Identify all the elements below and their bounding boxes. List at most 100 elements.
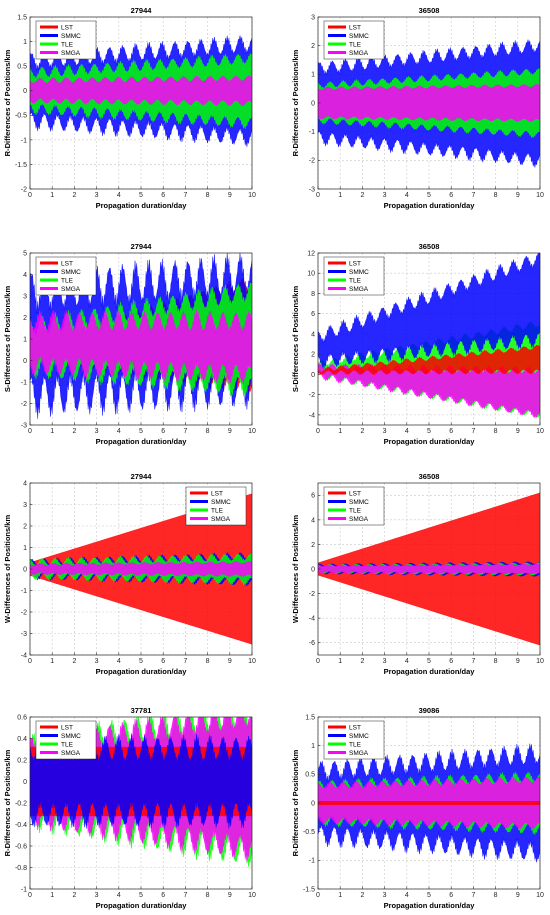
y-tick-label: 0 — [23, 358, 27, 365]
x-tick-label: 6 — [449, 892, 453, 899]
legend-label-smga: SMGA — [61, 750, 81, 757]
legend-label-tle: TLE — [349, 41, 362, 48]
series-band-smmc — [318, 253, 540, 369]
y-tick-label: -2 — [309, 392, 315, 399]
series-band-smga — [318, 563, 540, 575]
legend-label-smga: SMGA — [349, 286, 369, 293]
x-tick-label: 3 — [95, 192, 99, 199]
y-tick-label: 2 — [311, 352, 315, 359]
x-tick-label: 3 — [95, 658, 99, 665]
x-tick-label: 1 — [338, 658, 342, 665]
legend-label-lst: LST — [349, 490, 361, 497]
legend-label-smmc: SMMC — [61, 269, 81, 276]
x-tick-label: 8 — [494, 892, 498, 899]
legend-label-smga: SMGA — [349, 50, 369, 57]
x-tick-label: 8 — [206, 428, 210, 435]
x-tick-label: 9 — [516, 428, 520, 435]
legend-label-tle: TLE — [211, 507, 224, 514]
y-tick-label: -2 — [309, 158, 315, 165]
series-band-smga — [30, 75, 252, 107]
series-band-lst — [318, 344, 540, 376]
y-axis-label: R-Differences of Positions/km — [291, 749, 300, 856]
x-tick-label: 4 — [405, 192, 409, 199]
y-tick-label: -1.5 — [15, 162, 27, 169]
x-tick-label: 7 — [183, 892, 187, 899]
legend-label-smga: SMGA — [61, 50, 81, 57]
x-tick-label: 8 — [494, 192, 498, 199]
y-tick-label: 1 — [311, 72, 315, 79]
y-tick-label: 1 — [311, 743, 315, 750]
x-tick-label: 0 — [28, 192, 32, 199]
x-tick-label: 8 — [206, 658, 210, 665]
y-tick-label: 10 — [307, 271, 315, 278]
x-tick-label: 0 — [28, 892, 32, 899]
chart-panel-1: 0 1 2 3 4 5 6 7 8 9 10 -2 -1.5 -1 -0.5 0 0.5 1 1.5 27944 Pro… — [3, 6, 256, 210]
legend-label-tle: TLE — [349, 507, 362, 514]
legend-label-smga: SMGA — [61, 286, 81, 293]
y-tick-label: 3 — [311, 14, 315, 21]
x-tick-label: 3 — [95, 892, 99, 899]
legend-label-lst: LST — [349, 724, 361, 731]
y-tick-label: -4 — [21, 652, 27, 659]
x-tick-label: 9 — [228, 428, 232, 435]
legend-label-tle: TLE — [349, 277, 362, 284]
y-tick-label: 0 — [23, 88, 27, 95]
x-tick-label: 7 — [471, 192, 475, 199]
y-tick-label: 8 — [311, 291, 315, 298]
x-tick-label: 8 — [494, 428, 498, 435]
legend-label-lst: LST — [349, 24, 361, 31]
y-tick-label: 3 — [23, 293, 27, 300]
x-tick-label: 9 — [228, 892, 232, 899]
legend-label-tle: TLE — [349, 741, 362, 748]
y-tick-label: 5 — [23, 250, 27, 257]
y-tick-label: 1 — [23, 39, 27, 46]
chart-panel-8: 0 1 2 3 4 5 6 7 8 9 10 -1.5 -1 -0.5 0 0.5 1 1.5 39086 Propa… — [291, 706, 544, 910]
chart-title: 36508 — [419, 472, 440, 481]
chart-title: 36508 — [419, 6, 440, 15]
legend-label-lst: LST — [61, 24, 73, 31]
x-tick-label: 5 — [427, 658, 431, 665]
x-tick-label: 5 — [139, 658, 143, 665]
y-tick-label: -0.5 — [303, 829, 315, 836]
x-tick-label: 2 — [360, 892, 364, 899]
x-tick-label: 3 — [383, 892, 387, 899]
legend-label-lst: LST — [349, 260, 361, 267]
y-tick-label: -4 — [309, 412, 315, 419]
x-tick-label: 3 — [383, 428, 387, 435]
chart-panel-7: 0 1 2 3 4 5 6 7 8 9 10 -1 -0.8 -0.6 -0.4 -0.2 0 0.2 0.4 0.6… — [3, 706, 256, 910]
y-axis-label: S-Differences of Positions/km — [3, 286, 12, 393]
x-tick-label: 1 — [338, 192, 342, 199]
chart-title: 27944 — [131, 472, 153, 481]
y-tick-label: 0 — [311, 566, 315, 573]
y-tick-label: -1 — [21, 379, 27, 386]
x-tick-label: 1 — [50, 192, 54, 199]
chart-title: 39086 — [419, 706, 440, 715]
x-tick-label: 7 — [183, 428, 187, 435]
chart-title: 37781 — [131, 706, 152, 715]
x-tick-label: 10 — [248, 428, 256, 435]
x-tick-label: 7 — [471, 428, 475, 435]
x-tick-label: 4 — [117, 428, 121, 435]
y-axis-label: W-Differences of Positions/km — [3, 515, 12, 624]
x-tick-label: 9 — [228, 658, 232, 665]
x-tick-label: 2 — [72, 428, 76, 435]
y-tick-label: 6 — [311, 311, 315, 318]
chart-panel-2: 0 1 2 3 4 5 6 7 8 9 10 -3 -2 -1 0 1 2 3 36508 Propagation d… — [291, 6, 544, 210]
legend-label-smmc: SMMC — [349, 733, 369, 740]
x-tick-label: 1 — [338, 892, 342, 899]
legend-label-lst: LST — [211, 490, 223, 497]
x-tick-label: 3 — [383, 192, 387, 199]
x-tick-label: 9 — [228, 192, 232, 199]
x-tick-label: 4 — [117, 658, 121, 665]
series-band-smga — [30, 309, 252, 385]
x-tick-label: 6 — [449, 428, 453, 435]
y-tick-label: -1 — [21, 137, 27, 144]
x-tick-label: 5 — [427, 892, 431, 899]
y-tick-label: -1 — [309, 129, 315, 136]
x-tick-label: 8 — [494, 658, 498, 665]
legend-label-tle: TLE — [61, 41, 74, 48]
